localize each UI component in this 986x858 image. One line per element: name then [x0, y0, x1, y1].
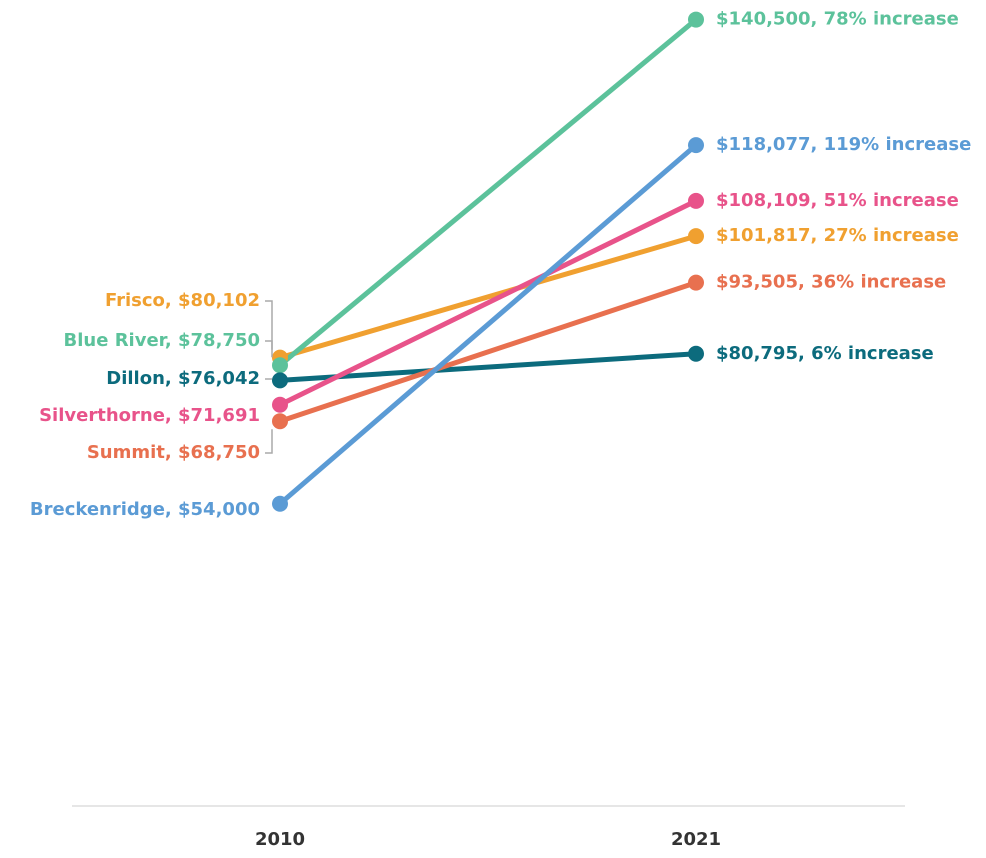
start-label: Frisco, $80,102 [105, 290, 260, 311]
point [272, 357, 288, 374]
slope-line [279, 233, 697, 361]
end-label: $118,077, 119% increase [716, 134, 971, 155]
leader-line [265, 429, 273, 454]
point [688, 228, 704, 245]
end-label: $140,500, 78% increase [716, 9, 959, 30]
start-label: Breckenridge, $54,000 [30, 499, 260, 520]
slope-line [278, 17, 698, 368]
end-label: $101,817, 27% increase [716, 225, 959, 246]
point [688, 274, 704, 291]
point [272, 396, 288, 413]
x-tick-label: 2021 [671, 829, 721, 850]
end-label: $108,109, 51% increase [716, 190, 959, 211]
point [688, 137, 704, 154]
point [272, 413, 288, 430]
slope-line [278, 143, 698, 506]
x-tick-label: 2010 [255, 829, 305, 850]
point [688, 11, 704, 28]
slope-line [278, 198, 698, 407]
slope-line [279, 351, 697, 383]
end-label: $93,505, 36% increase [716, 272, 946, 293]
point [688, 192, 704, 209]
slope-line [279, 280, 697, 424]
start-label: Dillon, $76,042 [106, 368, 260, 389]
point [688, 345, 704, 362]
start-label: Silverthorne, $71,691 [39, 405, 260, 426]
start-label: Blue River, $78,750 [64, 330, 260, 351]
leader-line [265, 300, 273, 350]
point [272, 495, 288, 512]
start-label: Summit, $68,750 [87, 442, 260, 463]
leader-line [265, 340, 273, 358]
end-label: $80,795, 6% increase [716, 343, 934, 364]
point [272, 372, 288, 389]
